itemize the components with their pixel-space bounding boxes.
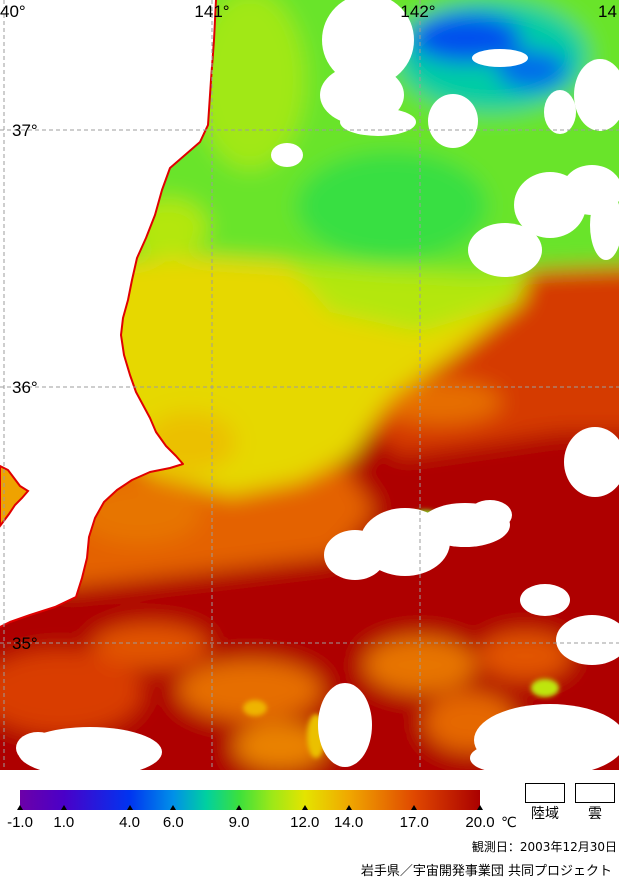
colorbar-tick-mark	[236, 805, 243, 810]
cloud-patch	[468, 223, 542, 277]
longitude-label: 14	[598, 2, 617, 21]
latitude-label: 36°	[12, 378, 38, 397]
colorbar-tick-label: 6.0	[162, 814, 184, 831]
sst-field	[0, 0, 619, 770]
cloud-patch	[322, 0, 414, 86]
latitude-label: 35°	[12, 634, 38, 653]
cloud-legend-label: 雲	[588, 806, 602, 822]
land-legend-label: 陸域	[531, 806, 559, 822]
land-layer	[0, 0, 217, 628]
colorbar-tick-mark	[170, 805, 177, 810]
colorbar-tick-mark	[17, 805, 23, 810]
colorbar-tick-mark	[411, 805, 418, 810]
graticule-labels: 40° 141° 142° 14 37° 36° 35°	[0, 2, 617, 653]
sst-patch	[234, 722, 326, 770]
colorbar-tick-label: 9.0	[228, 814, 250, 831]
colorbar-tick-label: 17.0	[399, 814, 429, 831]
longitude-label: 141°	[194, 2, 229, 21]
latitude-label: 37°	[12, 121, 38, 140]
cloud-patch	[340, 108, 416, 136]
colorbar-tick-mark	[345, 805, 352, 810]
sst-patch	[296, 151, 488, 261]
cloud-patch	[16, 732, 60, 764]
sea-surface-temperature-map: 40° 141° 142° 14 37° 36° 35°	[0, 0, 619, 770]
cloud-patch	[271, 143, 303, 167]
sst-patch	[378, 380, 502, 424]
cloud-patch	[544, 90, 576, 134]
sst-patch	[178, 660, 322, 720]
sst-spot	[531, 679, 559, 697]
cloud-patch	[318, 683, 372, 767]
colorbar-gradient	[20, 790, 480, 810]
sst-patch	[195, 0, 305, 170]
colorbar-tick-mark	[60, 805, 67, 810]
coastline	[0, 0, 217, 628]
colorbar-tick-mark	[126, 805, 133, 810]
lake	[0, 464, 30, 528]
sst-patch	[479, 632, 571, 680]
colorbar-tick-mark	[301, 805, 308, 810]
land-legend-swatch	[525, 783, 565, 803]
colorbar-tick-label: 12.0	[290, 814, 320, 831]
colorbar-tick-label: 14.0	[333, 814, 364, 831]
observation-date: 観測日：2003年12月30日	[471, 840, 617, 854]
longitude-label: 142°	[400, 2, 435, 21]
colorbar-tick-mark	[477, 805, 483, 810]
colorbar-tick-label: 20.0	[465, 814, 495, 831]
cloud-patch	[470, 744, 530, 770]
sst-spot	[243, 700, 267, 716]
cloud-patch	[472, 49, 528, 67]
sst-patch	[92, 624, 208, 668]
longitude-label: 40°	[0, 2, 26, 21]
cloud-patch	[574, 59, 619, 131]
sst-patch	[0, 650, 142, 734]
credit-line: 岩手県／宇宙開発事業団 共同プロジェクト	[360, 864, 612, 879]
colorbar-unit: ℃	[501, 815, 517, 831]
cloud-layer	[16, 0, 619, 770]
cloud-patch	[428, 94, 478, 148]
colorbar-tick-label: 4.0	[119, 814, 140, 831]
cloud-patch	[564, 427, 619, 497]
colorbar-tick-label: -1.0	[7, 814, 33, 831]
cloud-legend-swatch	[575, 783, 615, 803]
cloud-patch	[556, 615, 619, 665]
cloud-patch	[468, 500, 512, 530]
colorbar-tick-label: 1.0	[53, 814, 75, 831]
graticule	[0, 0, 619, 770]
temperature-colorbar: ℃ -1.0 1.0 4.0 6.0 9.0 12.0 14.0 17.0 20.0	[0, 780, 530, 831]
cloud-patch	[590, 190, 619, 260]
land-mass	[0, 0, 216, 627]
cloud-patch	[520, 584, 570, 616]
